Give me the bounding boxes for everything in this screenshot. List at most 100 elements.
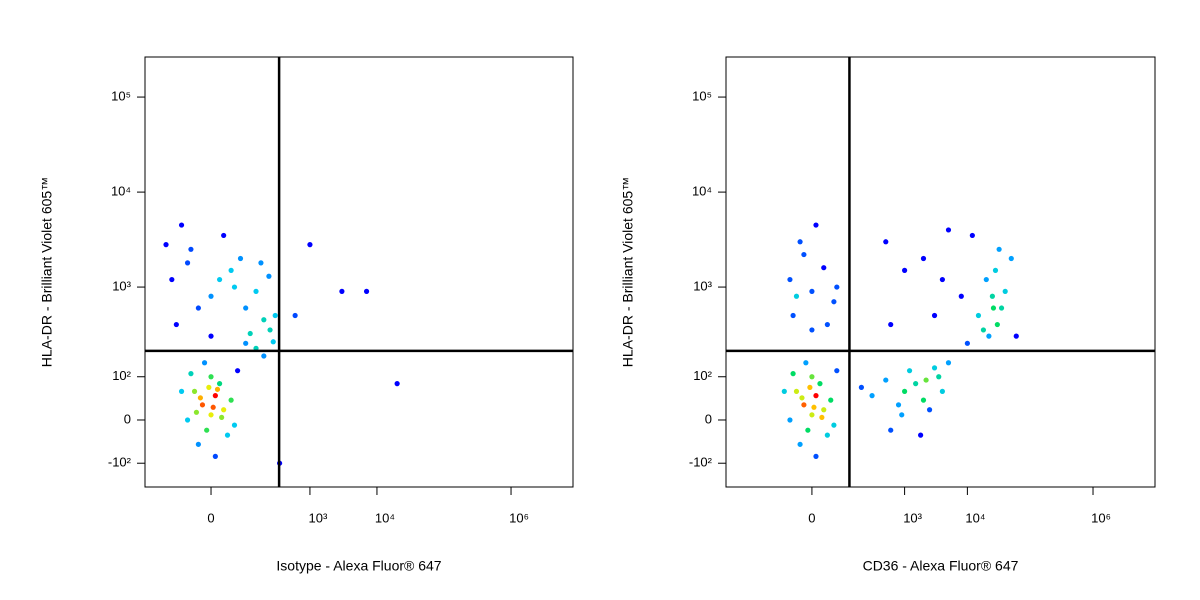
event-dot: [992, 267, 999, 273]
y-tick-label: 10²: [693, 368, 712, 383]
event-dot: [821, 265, 827, 271]
event-dot: [221, 407, 227, 413]
event-dot: [781, 388, 787, 394]
event-dot: [996, 246, 1002, 252]
event-dot: [191, 388, 198, 394]
event-dot: [926, 407, 933, 413]
event-dot: [210, 404, 216, 410]
x-tick-label: 0: [808, 510, 815, 525]
event-dot: [809, 412, 815, 418]
event-dot: [206, 384, 212, 390]
event-dot: [809, 374, 815, 380]
event-dot: [969, 232, 975, 239]
event-dot: [231, 284, 238, 290]
event-dot: [247, 330, 253, 337]
event-dot: [243, 305, 249, 311]
event-dot: [945, 227, 952, 233]
event-dot: [983, 276, 989, 283]
plot-frame: [725, 56, 1156, 488]
event-dot: [339, 288, 345, 294]
event-dot: [266, 273, 272, 279]
event-dot: [813, 393, 819, 399]
event-dot: [267, 327, 273, 333]
event-dot: [199, 402, 206, 408]
event-dot: [923, 377, 929, 383]
event-dot: [797, 441, 803, 447]
event-dot: [188, 246, 194, 252]
event-dot: [799, 395, 805, 401]
event-dot: [208, 333, 214, 339]
event-dot: [801, 251, 807, 258]
event-dot: [193, 409, 200, 415]
event-dot: [920, 397, 927, 403]
event-dot: [790, 371, 796, 377]
event-dot: [394, 381, 400, 387]
event-dot: [270, 339, 276, 345]
y-tick-label: 10⁵: [692, 89, 712, 104]
y-tick-label: 10⁴: [692, 184, 712, 199]
event-dot: [989, 293, 995, 299]
event-dot: [261, 353, 267, 359]
y-tick-label: 10³: [112, 279, 131, 294]
event-dot: [869, 393, 875, 399]
y-tick-label: 10³: [693, 279, 712, 294]
event-dot: [201, 360, 208, 366]
event-dot: [945, 360, 952, 366]
event-dot: [178, 222, 185, 228]
event-dot: [906, 368, 913, 374]
event-dot: [834, 284, 840, 290]
event-dot: [899, 412, 905, 418]
event-dot: [307, 242, 313, 248]
event-dot: [813, 453, 819, 459]
event-dot: [184, 417, 191, 423]
event-dot: [824, 432, 830, 438]
event-dot: [902, 267, 908, 273]
event-dot: [883, 239, 889, 245]
x-tick-label: 10⁶: [509, 510, 529, 525]
event-dot: [208, 412, 214, 418]
event-dot: [817, 381, 823, 387]
event-dot: [831, 422, 837, 428]
event-dot: [834, 368, 840, 374]
event-dot: [253, 288, 259, 294]
event-dot: [813, 222, 819, 228]
event-dot: [994, 321, 1000, 328]
event-dot: [173, 321, 179, 328]
y-tick-label: 10⁵: [111, 89, 131, 104]
event-dot: [208, 293, 214, 299]
event-dot: [261, 317, 267, 323]
event-dot: [258, 260, 264, 266]
event-dot: [292, 312, 298, 319]
event-dot: [964, 340, 970, 346]
event-dot: [931, 312, 938, 319]
event-dot: [888, 427, 894, 433]
x-tick-label: 10⁴: [965, 510, 985, 525]
event-dot: [990, 305, 997, 311]
event-dot: [363, 288, 370, 294]
y-tick-label: 10⁴: [111, 184, 131, 199]
event-dot: [204, 427, 210, 433]
event-dot: [931, 365, 938, 371]
event-dot: [819, 414, 825, 421]
event-dot: [793, 293, 800, 299]
event-dot: [228, 267, 234, 273]
event-dot: [787, 417, 793, 423]
event-dot: [228, 397, 234, 403]
x-tick-label: 0: [207, 510, 214, 525]
y-tick-label: 0: [705, 411, 712, 426]
event-dot: [234, 368, 241, 374]
event-dot: [797, 239, 803, 245]
event-dot: [939, 388, 945, 394]
event-dot: [803, 360, 809, 366]
event-dot: [986, 333, 992, 339]
event-dot: [221, 232, 227, 239]
event-dot: [237, 255, 244, 262]
event-dot: [178, 388, 185, 394]
event-dot: [975, 312, 982, 319]
event-dot: [1002, 288, 1008, 294]
event-dot: [195, 305, 201, 311]
event-dot: [188, 371, 194, 377]
event-dot: [184, 260, 191, 266]
y-tick-label: -10²: [689, 455, 713, 470]
